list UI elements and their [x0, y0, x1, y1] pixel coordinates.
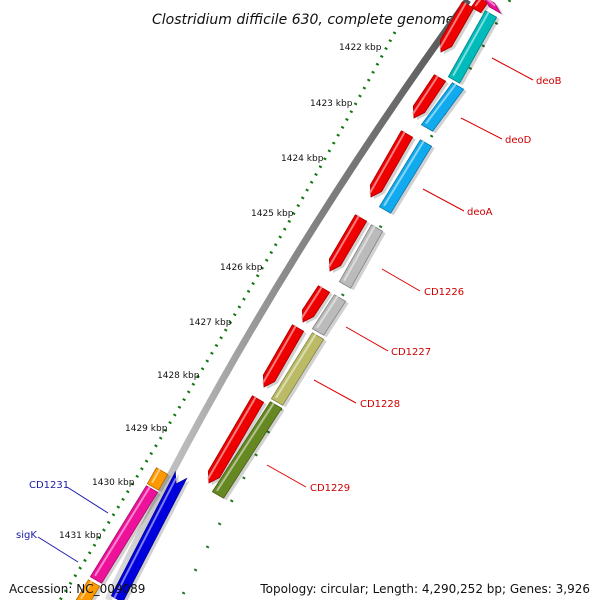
- gene-bar: [338, 224, 386, 291]
- kbp-label: 1427 kbp: [189, 318, 232, 328]
- kbp-label: 1431 kbp: [59, 531, 102, 541]
- cds-arrow: [439, 1, 477, 54]
- gene-features: [75, 0, 504, 600]
- gene-bar: [484, 0, 504, 16]
- kbp-label: 1424 kbp: [281, 154, 324, 164]
- accession-label: Accession: NC_009089: [9, 582, 146, 596]
- cds-arrow: [412, 74, 449, 120]
- kbp-label: 1423 kbp: [310, 99, 353, 109]
- leader-line: [491, 57, 534, 81]
- gene-label: CD1231: [29, 480, 69, 491]
- leader-line: [381, 268, 421, 292]
- kbp-label: 1429 kbp: [125, 424, 168, 434]
- leader-line: [345, 326, 389, 352]
- kbp-label: 1425 kbp: [251, 209, 294, 219]
- gene-labels: deoB deoD deoA CD1226 CD1227 CD1228 CD1229 CD12…: [16, 57, 562, 563]
- genome-summary: Topology: circular; Length: 4,290,252 bp…: [260, 582, 590, 596]
- gene-bar: [447, 10, 500, 86]
- map-title: Clostridium difficile 630, complete geno…: [152, 12, 454, 28]
- kbp-scale: 1422 kbp 1423 kbp 1424 kbp 1425 kbp 1426 kbp…: [59, 43, 382, 541]
- gene-label: deoB: [536, 76, 562, 87]
- kbp-label: 1428 kbp: [157, 371, 200, 381]
- cds-arrow: [110, 470, 190, 600]
- leader-line: [460, 117, 503, 140]
- gene-label: sigK: [16, 530, 37, 541]
- gene-bar: [270, 332, 327, 408]
- gene-label: CD1228: [360, 399, 400, 410]
- cds-arrow: [301, 285, 333, 324]
- scale-ring: [58, 31, 397, 600]
- leader-line: [313, 379, 357, 404]
- kbp-label: 1430 kbp: [92, 478, 135, 488]
- gene-bar: [420, 82, 467, 134]
- gene-bar: [89, 485, 161, 586]
- genome-backbone: [104, 0, 471, 600]
- gene-bar: [311, 294, 349, 338]
- gene-label: CD1229: [310, 483, 350, 494]
- gene-bar: [378, 139, 435, 216]
- leader-line: [66, 486, 109, 514]
- cds-arrow: [369, 130, 416, 199]
- gene-label: deoD: [505, 135, 532, 146]
- cds-segment: [470, 0, 491, 15]
- gene-bar: [146, 467, 171, 493]
- cds-arrow: [262, 324, 307, 389]
- gene-label: CD1227: [391, 347, 431, 358]
- gene-bar: [211, 401, 285, 501]
- kbp-label: 1426 kbp: [220, 263, 263, 273]
- leader-line: [266, 464, 307, 488]
- kbp-label: 1422 kbp: [339, 43, 382, 53]
- gene-label: CD1226: [424, 287, 464, 298]
- gene-bar: [75, 579, 103, 600]
- cds-arrow: [207, 395, 267, 485]
- leader-line: [422, 188, 465, 212]
- gene-label: deoA: [467, 207, 493, 218]
- leader-line: [37, 536, 79, 563]
- cds-arrow: [328, 214, 370, 273]
